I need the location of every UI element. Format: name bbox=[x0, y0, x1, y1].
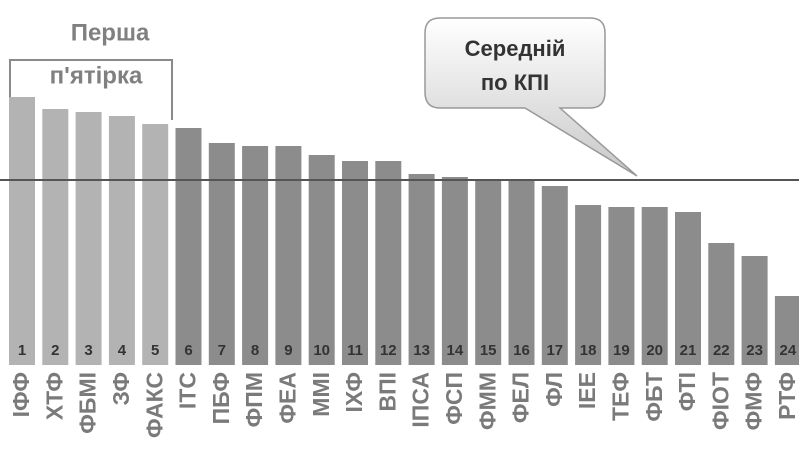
bar bbox=[308, 155, 335, 365]
rank-label: 16 bbox=[513, 342, 530, 359]
rank-label: 23 bbox=[746, 342, 763, 359]
group-bracket bbox=[9, 59, 173, 120]
x-tick-label: ММІ bbox=[308, 372, 334, 417]
rank-label: 19 bbox=[613, 342, 630, 359]
x-tick-label: ФІОТ bbox=[707, 372, 733, 430]
rank-label: 1 bbox=[18, 342, 26, 359]
bar bbox=[275, 146, 302, 365]
bar bbox=[575, 205, 602, 365]
callout-bubble bbox=[424, 17, 638, 177]
x-tick-label: ІЕЕ bbox=[574, 372, 600, 409]
rank-label: 17 bbox=[546, 342, 563, 359]
bar bbox=[608, 207, 635, 365]
bar bbox=[508, 181, 535, 365]
x-tick-label: ФСП bbox=[441, 372, 467, 425]
bar bbox=[108, 116, 135, 365]
x-tick-label: ВПІ bbox=[374, 372, 400, 412]
bracket-line bbox=[9, 59, 173, 120]
rank-label: 4 bbox=[118, 342, 127, 359]
rank-label: 15 bbox=[480, 342, 497, 359]
bar bbox=[242, 146, 269, 365]
bar bbox=[741, 256, 768, 365]
x-tick-label: ФММ bbox=[474, 372, 500, 430]
bar bbox=[75, 112, 102, 365]
bar bbox=[142, 124, 169, 365]
x-tick-label: ФЛ bbox=[541, 372, 567, 407]
bar bbox=[375, 161, 402, 365]
bar bbox=[541, 186, 568, 365]
rank-label: 24 bbox=[780, 342, 797, 359]
bar bbox=[475, 180, 502, 365]
callout-text: Середній bbox=[465, 36, 566, 61]
x-tick-label: ФТІ bbox=[674, 372, 700, 411]
rank-label: 13 bbox=[413, 342, 430, 359]
x-tick-label: ФБТ bbox=[641, 372, 667, 422]
bar bbox=[641, 207, 668, 365]
rank-label: 2 bbox=[51, 342, 59, 359]
x-tick-label: ФМФ bbox=[741, 372, 767, 430]
x-tick-label: ФЕЛ bbox=[508, 372, 534, 423]
bar bbox=[441, 177, 468, 365]
rank-label: 20 bbox=[646, 342, 663, 359]
bar bbox=[9, 97, 35, 365]
x-tick-label: ІПСА bbox=[408, 372, 434, 428]
x-tick-label: ІФФ bbox=[8, 372, 34, 417]
rank-label: 22 bbox=[713, 342, 730, 359]
rank-label: 8 bbox=[251, 342, 259, 359]
rank-label: 7 bbox=[218, 342, 226, 359]
x-tick-label: ФБМІ bbox=[75, 372, 101, 434]
x-tick-label: ФЕА bbox=[274, 372, 300, 424]
x-tick-label: РТФ bbox=[774, 372, 799, 420]
group-title: п'ятірка bbox=[50, 62, 143, 89]
x-tick-label: ФПМ bbox=[241, 372, 267, 427]
rank-label: 6 bbox=[184, 342, 192, 359]
rank-label: 14 bbox=[447, 342, 464, 359]
x-tick-label: ЗФ bbox=[108, 372, 134, 405]
x-tick-label: ІТС bbox=[175, 372, 201, 409]
bar bbox=[774, 296, 799, 365]
x-tick-label: ІХФ bbox=[341, 372, 367, 413]
rank-label: 3 bbox=[84, 342, 92, 359]
rank-label: 5 bbox=[151, 342, 159, 359]
group-title: Перша bbox=[71, 19, 150, 46]
x-tick-label: ХТФ bbox=[41, 372, 67, 420]
bar bbox=[42, 109, 69, 365]
x-tick-label: ФАКС bbox=[141, 372, 167, 438]
rank-label: 12 bbox=[380, 342, 397, 359]
callout-text: по КПІ bbox=[481, 70, 549, 95]
bar bbox=[408, 174, 435, 365]
rank-label: 9 bbox=[284, 342, 292, 359]
bar bbox=[675, 212, 701, 365]
bar bbox=[208, 143, 235, 365]
rank-label: 10 bbox=[313, 342, 330, 359]
bar bbox=[708, 243, 735, 365]
rank-label: 11 bbox=[347, 342, 363, 359]
rank-label: 21 bbox=[680, 342, 697, 359]
x-tick-label: ПБФ bbox=[208, 372, 234, 424]
bar bbox=[175, 128, 202, 365]
rank-label: 18 bbox=[580, 342, 597, 359]
bar bbox=[342, 161, 368, 365]
x-tick-label: ТЕФ bbox=[607, 372, 633, 421]
